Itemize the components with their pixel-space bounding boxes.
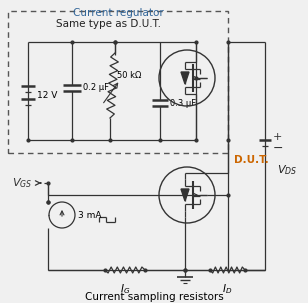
Text: −: − — [273, 142, 283, 155]
Text: 3 mA: 3 mA — [78, 211, 102, 219]
Text: $I_G$: $I_G$ — [120, 282, 130, 296]
Text: Same type as D.U.T.: Same type as D.U.T. — [55, 19, 160, 29]
Text: 50 kΩ: 50 kΩ — [117, 71, 141, 79]
Polygon shape — [181, 189, 189, 201]
Text: $V_{GS}$: $V_{GS}$ — [12, 176, 32, 190]
Text: D.U.T.: D.U.T. — [234, 155, 269, 165]
Text: $V_{DS}$: $V_{DS}$ — [277, 163, 297, 177]
Text: +: + — [273, 132, 282, 142]
Text: $I_D$: $I_D$ — [222, 282, 232, 296]
Text: Current sampling resistors: Current sampling resistors — [85, 292, 223, 302]
Text: Current regulator: Current regulator — [73, 8, 163, 18]
Text: 0.2 μF: 0.2 μF — [83, 84, 109, 92]
Text: 0.3 μF: 0.3 μF — [170, 98, 196, 108]
Text: 12 V: 12 V — [37, 91, 57, 99]
Polygon shape — [181, 72, 189, 84]
